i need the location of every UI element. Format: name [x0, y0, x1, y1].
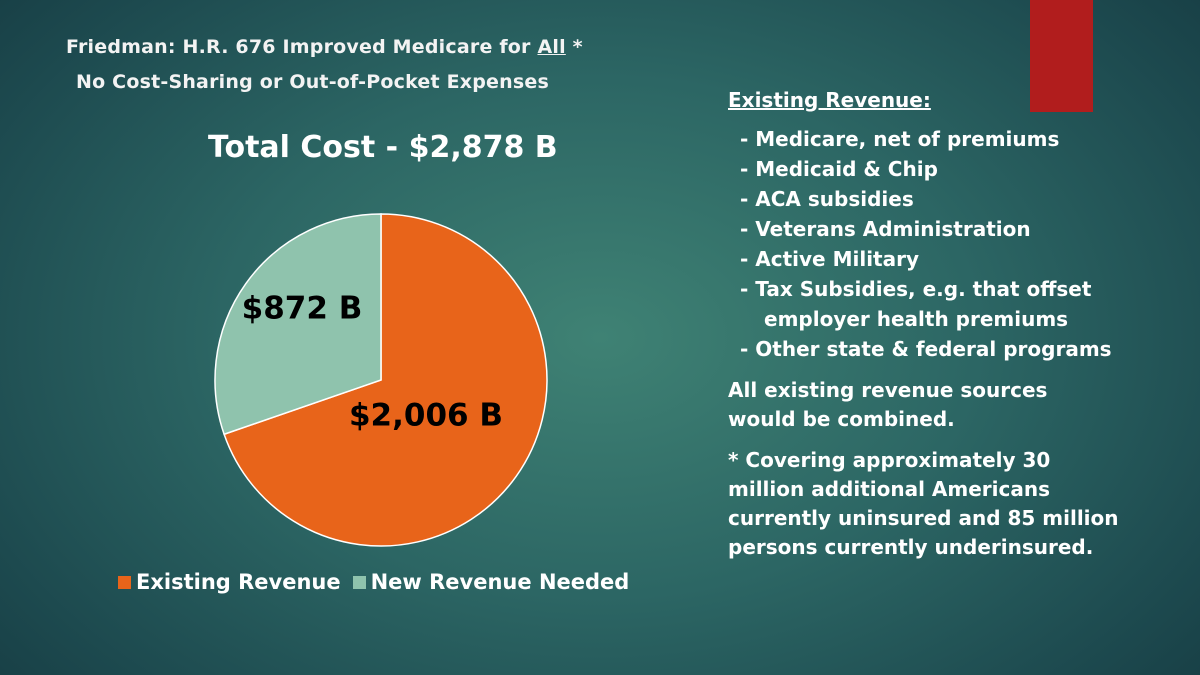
revenue-item: - Veterans Administration: [740, 217, 1031, 241]
revenue-item: - Medicare, net of premiums: [740, 127, 1060, 151]
data-label-new-revenue: $872 B: [242, 291, 363, 327]
revenue-item: - Medicaid & Chip: [740, 157, 938, 181]
combined-note-line: would be combined.: [728, 407, 955, 431]
pie-slice-new-revenue: [214, 213, 382, 436]
slide-title: Friedman: H.R. 676 Improved Medicare for…: [66, 36, 583, 58]
footnote: * Covering approximately 30 million addi…: [728, 446, 1168, 562]
pie-slice-existing-revenue: [223, 213, 548, 547]
revenue-item-text: - Tax Subsidies, e.g. that offset: [740, 277, 1092, 301]
slide-title-suffix: *: [565, 36, 583, 58]
legend-swatch-existing: [118, 575, 131, 589]
legend-item-new: New Revenue Needed: [352, 570, 630, 594]
footnote-line: persons currently underinsured.: [728, 535, 1094, 559]
revenue-item: - Active Military: [740, 247, 920, 271]
slide-title-emphasis: All: [537, 36, 566, 58]
legend-label-new: New Revenue Needed: [370, 570, 630, 594]
slide-title-prefix: Friedman: H.R. 676 Improved Medicare for: [66, 36, 538, 58]
revenue-item: - Other state & federal programs: [740, 337, 1112, 361]
revenue-list: - Medicare, net of premiums - Medicaid &…: [728, 124, 1168, 364]
legend-swatch-new: [352, 575, 366, 589]
data-label-existing-revenue: $2,006 B: [349, 398, 503, 434]
combined-note-line: All existing revenue sources: [728, 378, 1048, 402]
chart-legend: Existing Revenue New Revenue Needed: [118, 570, 641, 594]
footnote-line: currently uninsured and 85 million: [728, 506, 1119, 530]
revenue-item: - ACA subsidies: [740, 187, 914, 211]
combined-note: All existing revenue sources would be co…: [728, 376, 1168, 434]
revenue-panel: Existing Revenue: - Medicare, net of pre…: [728, 88, 1168, 562]
footnote-line: million additional Americans: [728, 477, 1050, 501]
slide-subtitle: No Cost-Sharing or Out-of-Pocket Expense…: [76, 71, 549, 93]
revenue-item: - Tax Subsidies, e.g. that offset employe…: [728, 274, 1168, 334]
revenue-item-continuation: employer health premiums: [764, 307, 1069, 331]
legend-label-existing: Existing Revenue: [136, 570, 341, 594]
accent-block: [1030, 0, 1093, 112]
footnote-line: * Covering approximately 30: [728, 448, 1051, 472]
chart-title: Total Cost - $2,878 B: [208, 130, 558, 165]
legend-item-existing: Existing Revenue: [118, 570, 341, 594]
revenue-heading: Existing Revenue:: [728, 88, 931, 112]
